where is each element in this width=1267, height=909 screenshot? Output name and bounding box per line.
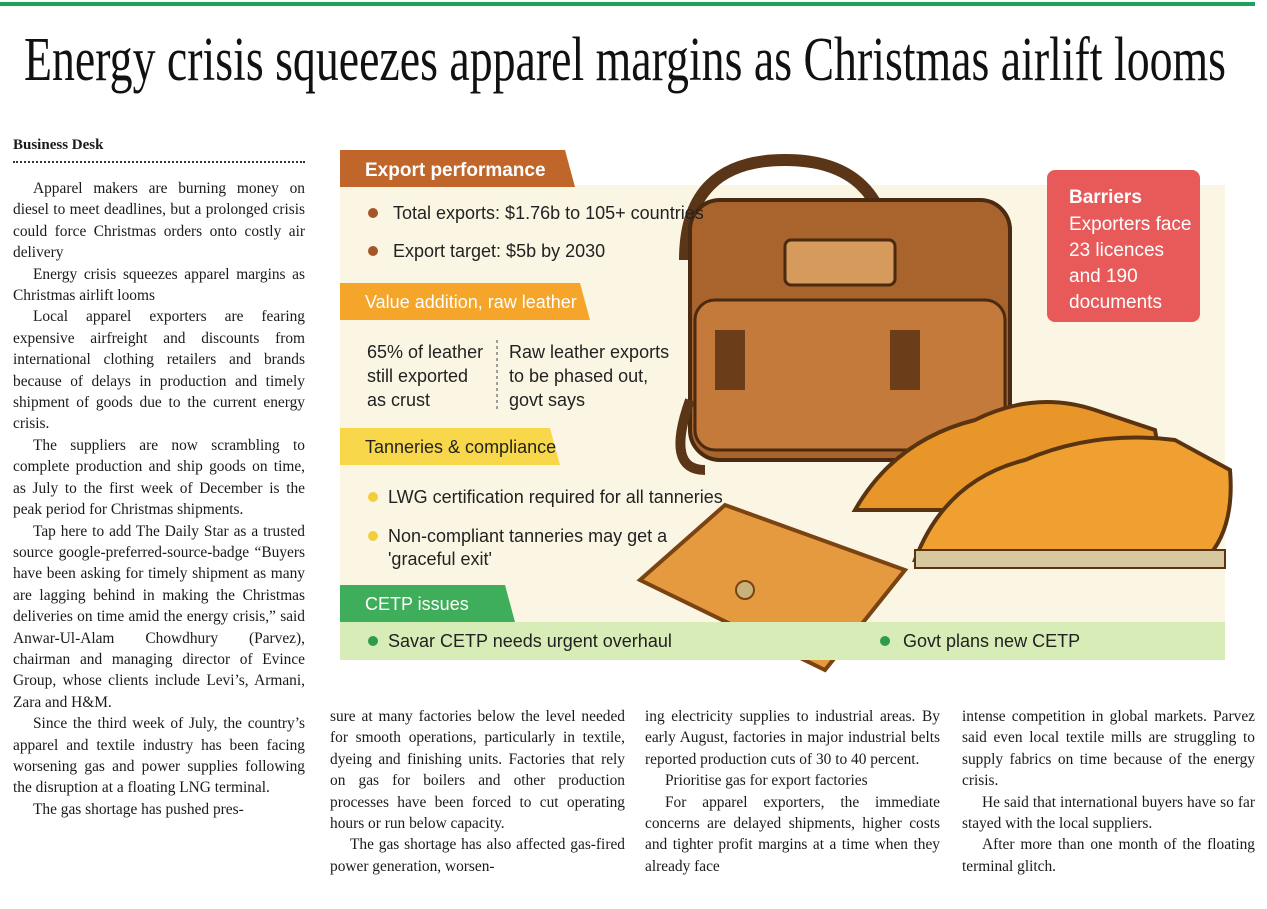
item: 65% of leather	[367, 342, 483, 362]
section-heading: CETP issues	[365, 594, 469, 614]
item: govt says	[509, 390, 585, 410]
paragraph: Prioritise gas for export factories	[665, 772, 868, 790]
item: still exported	[367, 366, 468, 386]
wallet-clasp	[735, 580, 755, 600]
bullet	[368, 531, 378, 541]
headline: Energy crisis squeezes apparel margins a…	[24, 26, 1226, 94]
bullet	[368, 492, 378, 502]
barriers-line: Exporters face	[1069, 214, 1192, 235]
cetp-strip	[340, 622, 1225, 660]
column: Apparel makers are burning money on dies…	[13, 178, 305, 820]
shoe	[912, 435, 1233, 562]
paragraph: Tap here to add The Daily Star as a trus…	[13, 522, 305, 711]
barriers-heading: Barriers	[1069, 187, 1142, 208]
section-heading: Tanneries & compliance	[365, 437, 556, 457]
section-heading: Export performance	[365, 160, 546, 181]
strap	[715, 330, 745, 390]
section-heading-bg	[340, 283, 590, 320]
item: Raw leather exports	[509, 342, 669, 362]
dotted-rule	[13, 161, 305, 163]
section-heading-bg	[340, 150, 575, 187]
paragraph: The suppliers are now scrambling to comp…	[13, 436, 305, 519]
section-heading-bg	[340, 585, 515, 622]
bullet	[368, 636, 378, 646]
headline-area: Energy crisis squeezes apparel margins a…	[24, 26, 1226, 94]
paragraph: intense competition in global markets. P…	[962, 708, 1255, 790]
item: 'graceful exit'	[388, 549, 492, 569]
strap	[890, 330, 920, 390]
paragraph: Local apparel exporters are fearing expe…	[13, 308, 305, 433]
section-heading: Value addition, raw leather	[365, 292, 577, 312]
item: Govt plans new CETP	[903, 631, 1080, 651]
bullet	[880, 636, 890, 646]
item: Savar CETP needs urgent overhaul	[388, 631, 672, 651]
column: intense competition in global markets. P…	[962, 706, 1255, 877]
column: ing electricity supplies to industrial a…	[645, 706, 940, 877]
item: to be phased out,	[509, 366, 648, 386]
barriers-line: documents	[1069, 292, 1162, 313]
paragraph: ing electricity supplies to industrial a…	[645, 708, 940, 768]
bag-strap	[675, 398, 706, 475]
infographic: Export performance Total exports: $1.76b…	[340, 150, 1233, 673]
paragraph: After more than one month of the floatin…	[962, 836, 1255, 875]
paragraph: For apparel exporters, the immediate con…	[645, 793, 940, 875]
paragraph: sure at many factories below the level n…	[330, 708, 625, 833]
item: LWG certification required for all tanne…	[388, 487, 723, 507]
item: Non-compliant tanneries may get a	[388, 526, 668, 546]
barriers-line: 23 licences	[1069, 240, 1164, 261]
item: Total exports: $1.76b to 105+ countries	[393, 203, 704, 223]
bag-label	[783, 238, 897, 287]
item: as crust	[367, 390, 430, 410]
sole	[914, 549, 1226, 569]
bullet	[368, 208, 378, 218]
paragraph: Apparel makers are burning money on dies…	[13, 180, 305, 262]
paragraph: The gas shortage has pushed pres-	[33, 800, 244, 818]
paragraph: Since the third week of July, the countr…	[13, 715, 305, 797]
bullet	[368, 246, 378, 256]
item: Export target: $5b by 2030	[393, 241, 605, 261]
top-rule	[0, 2, 1255, 6]
column: sure at many factories below the level n…	[330, 706, 625, 877]
paragraph: He said that international buyers have s…	[962, 793, 1255, 833]
paragraph: Energy crisis squeezes apparel margins a…	[13, 265, 305, 305]
section-heading-bg	[340, 428, 560, 465]
bag-pocket	[693, 298, 1007, 452]
barriers-box	[1047, 170, 1200, 322]
barriers-line: and 190	[1069, 266, 1138, 287]
byline: Business Desk	[13, 137, 104, 153]
paragraph: The gas shortage has also affected gas-f…	[330, 836, 625, 875]
